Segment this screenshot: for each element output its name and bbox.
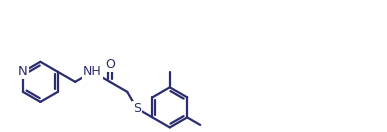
Text: O: O [105,58,115,71]
Text: N: N [18,65,28,78]
Text: S: S [133,102,141,115]
Text: NH: NH [83,65,102,78]
